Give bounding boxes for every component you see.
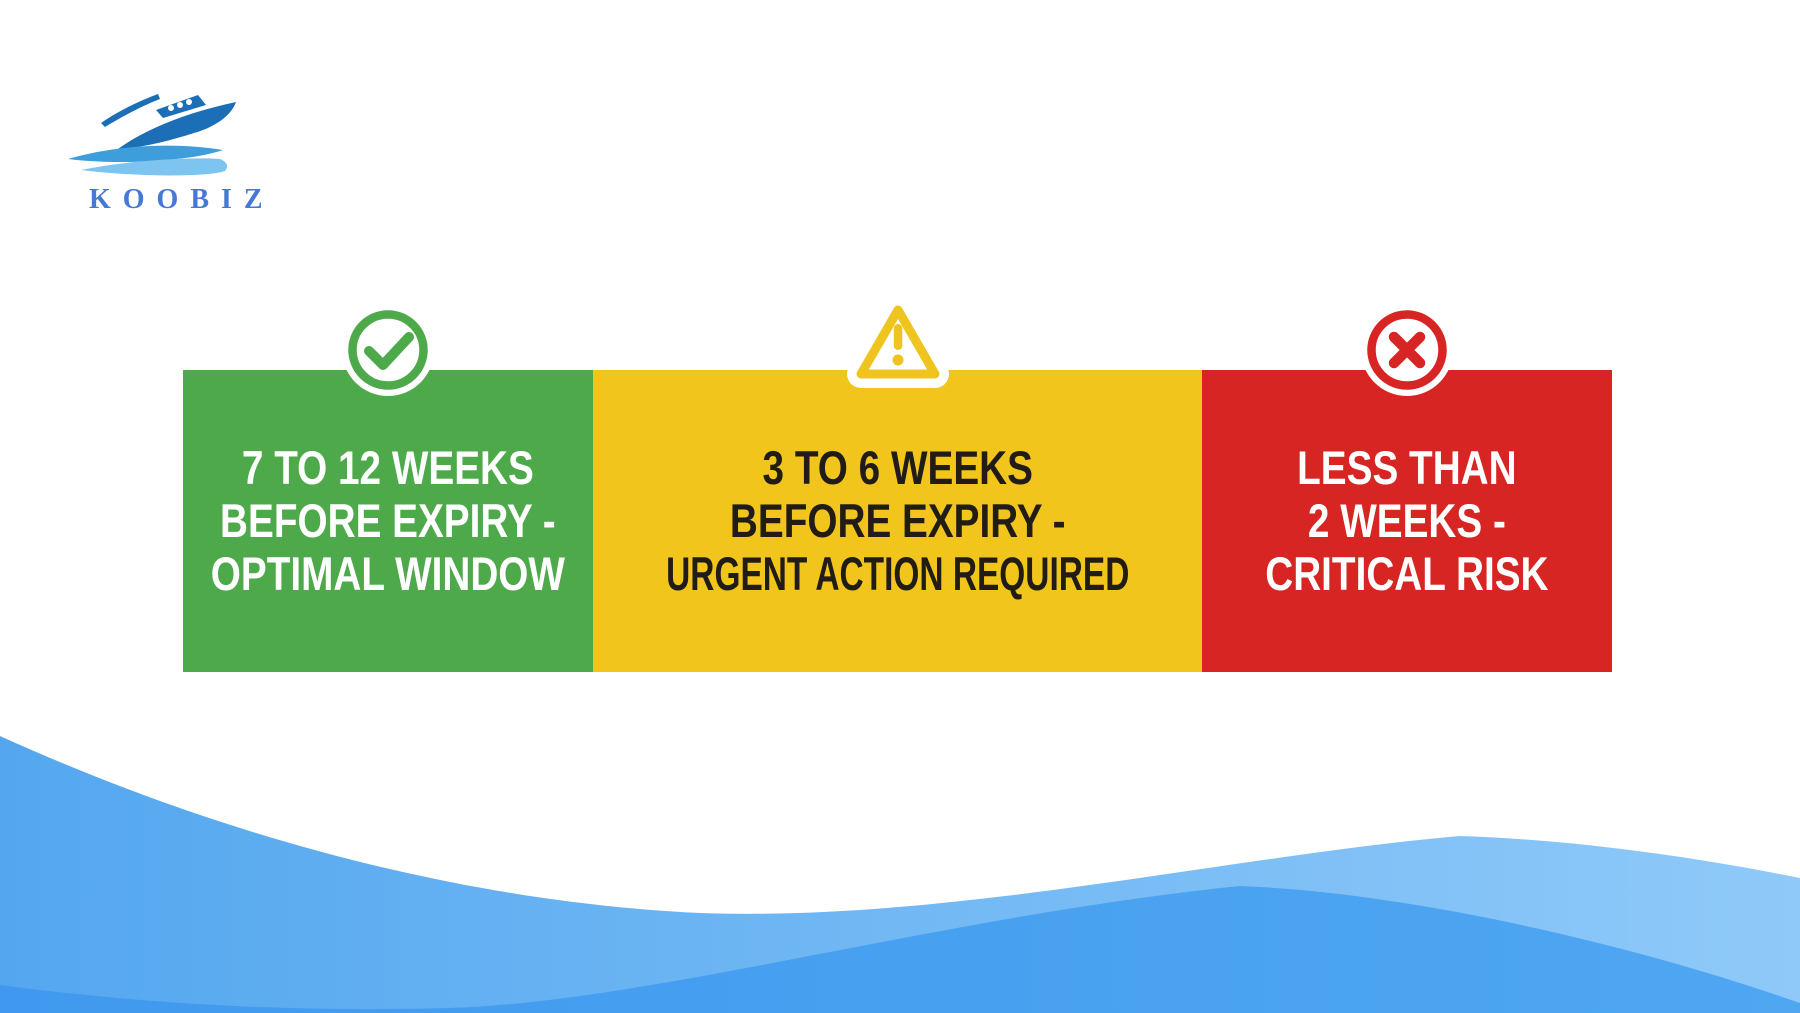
stage-text: LESS THAN 2 WEEKS - CRITICAL RISK (1202, 442, 1612, 601)
stage-text-line: 7 TO 12 WEEKS (241, 441, 534, 495)
stage-text: 7 TO 12 WEEKS BEFORE EXPIRY - OPTIMAL WI… (183, 442, 593, 601)
expiry-timeline: 7 TO 12 WEEKS BEFORE EXPIRY - OPTIMAL WI… (183, 296, 1612, 672)
stage-panel-urgent: 3 TO 6 WEEKS BEFORE EXPIRY - URGENT ACTI… (592, 296, 1203, 672)
stage-text-line: LESS THAN (1297, 441, 1517, 495)
x-circle-icon (1347, 290, 1467, 410)
check-circle-icon (328, 290, 448, 410)
cruise-ship-icon (45, 70, 285, 180)
stage-text-line: 3 TO 6 WEEKS (762, 441, 1033, 495)
stage-text-line: BEFORE EXPIRY - (220, 494, 556, 548)
wave-back (0, 736, 1800, 1013)
stage-text-line: OPTIMAL WINDOW (210, 547, 565, 601)
stage-panel-critical: LESS THAN 2 WEEKS - CRITICAL RISK (1202, 304, 1612, 672)
stage-text: 3 TO 6 WEEKS BEFORE EXPIRY - URGENT ACTI… (593, 442, 1203, 601)
stage-text-line: URGENT ACTION REQUIRED (665, 547, 1130, 601)
stage-text-line: 2 WEEKS - (1308, 494, 1507, 548)
wave-front (0, 886, 1800, 1013)
stage-text-line: CRITICAL RISK (1265, 547, 1549, 601)
stage-panel-optimal: 7 TO 12 WEEKS BEFORE EXPIRY - OPTIMAL WI… (183, 304, 593, 672)
stage-text-line: BEFORE EXPIRY - (729, 494, 1066, 548)
warning-triangle-icon (838, 284, 958, 404)
logo: KOOBIZ (45, 70, 285, 216)
brand-text: KOOBIZ (89, 184, 275, 215)
